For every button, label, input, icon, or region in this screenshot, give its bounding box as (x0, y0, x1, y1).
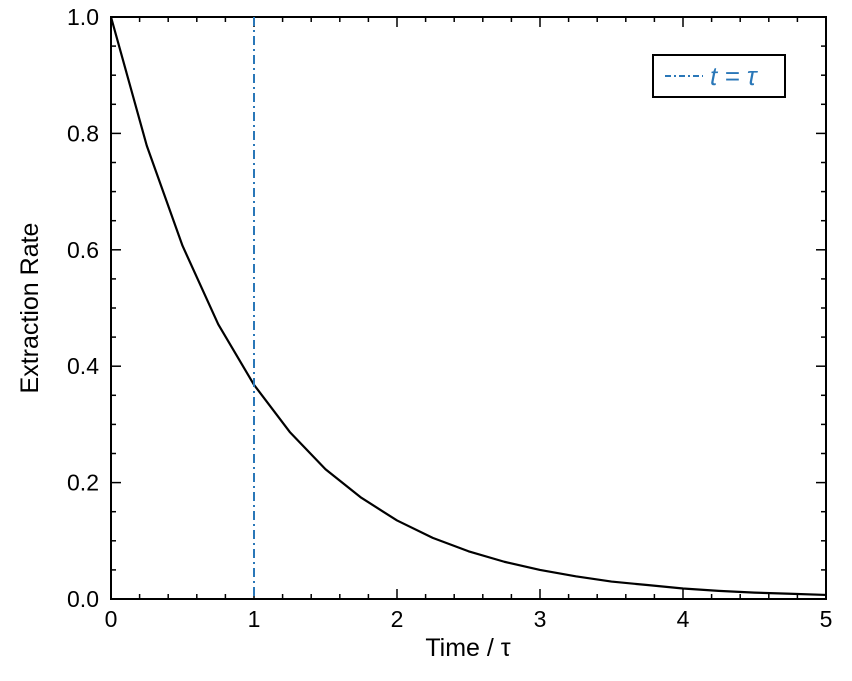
y-tick-label: 1.0 (67, 4, 99, 30)
x-tick-labels: 0 1 2 3 4 5 (105, 606, 833, 632)
y-tick-label: 0.4 (67, 353, 99, 379)
x-tick-label: 1 (248, 606, 261, 632)
series-layer (109, 16, 827, 597)
legend-label: t = τ (710, 61, 759, 91)
plot-frame (110, 16, 827, 600)
y-tick-label: 0.2 (67, 470, 99, 496)
plot-area (110, 16, 827, 600)
axis-ticks (110, 16, 827, 600)
series-line (109, 16, 827, 597)
y-tick-label: 0.0 (67, 586, 99, 612)
x-tick-label: 5 (820, 606, 833, 632)
y-tick-labels: 0.0 0.2 0.4 0.6 0.8 1.0 (67, 4, 99, 612)
y-tick-label: 0.8 (67, 120, 99, 146)
y-tick-label: 0.6 (67, 237, 99, 263)
x-tick-label: 3 (534, 606, 547, 632)
y-axis-title: Extraction Rate (16, 223, 44, 394)
x-tick-label: 4 (677, 606, 690, 632)
x-tick-label: 0 (105, 606, 118, 632)
legend: t = τ (652, 54, 786, 98)
x-tick-label: 2 (391, 606, 404, 632)
x-axis-title: Time / τ (425, 634, 510, 662)
